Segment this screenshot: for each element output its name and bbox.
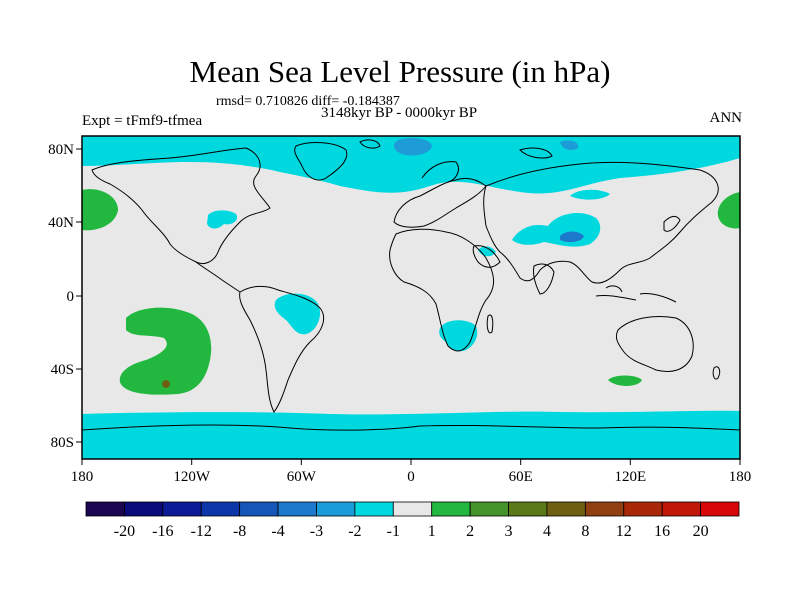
colorbar-swatch [200,501,241,517]
lon-tick-label: 180 [71,469,94,485]
colorbar-swatch [354,501,394,517]
axis-ticks [76,148,741,465]
colorbar-label: -20 [114,523,135,540]
colorbar-swatch [584,501,625,517]
mongolia-negative-patch [570,189,610,200]
colorbar-swatch [124,501,164,517]
colorbar-swatch [85,501,125,517]
colorbar-label: -16 [152,523,173,540]
lon-tick-label: 120W [173,469,211,485]
colorbar-label: -8 [233,523,246,540]
colorbar-swatch [623,501,663,517]
period-label: 3148kyr BP - 0000kyr BP [321,105,478,121]
colorbar-label: 16 [654,523,670,540]
colorbar-swatch [508,501,548,517]
colorbar-label: -4 [271,523,284,540]
colorbar-swatch [316,501,356,517]
colorbar-swatch [239,501,279,517]
central-asia-core [560,231,584,243]
season-label: ANN [709,110,743,126]
lat-tick-label: 80N [48,142,74,158]
south-pacific-positive-core [162,380,170,388]
south-america-negative-anomaly [274,293,321,335]
lon-tick-label: 180 [729,469,752,485]
north-pacific-positive-east [717,192,740,229]
colorbar-label: 4 [543,523,551,540]
south-indian-positive-anomaly [608,375,642,386]
colorbar-swatch [700,501,740,517]
colorbar-swatch [162,501,202,517]
arctic-mid-anomaly [393,138,432,156]
colorbar-label: 3 [505,523,513,540]
map-title: Mean Sea Level Pressure (in hPa) [189,54,611,89]
colorbar-swatch [469,501,509,517]
colorbar-label: 12 [616,523,632,540]
rmsd-diff-stats: rmsd= 0.710826 diff= -0.184387 [216,94,400,109]
lat-tick-label: 0 [67,289,75,305]
colorbar-label: -1 [387,523,400,540]
lon-tick-label: 60W [287,469,317,485]
colorbar: -20 -16 -12 -8 -4 -3 -2 -1 1 2 3 4 8 12 16 20 [85,501,740,540]
colorbar-label: -3 [310,523,323,540]
colorbar-label: 20 [693,523,709,540]
south-pacific-positive-anomaly [119,307,212,395]
coastlines [82,139,740,431]
north-atlantic-negative-patch [207,210,238,229]
lon-tick-label: 0 [407,469,415,485]
lon-tick-label: 120E [614,469,646,485]
north-pacific-positive-west [82,189,118,231]
latitude-axis: 80N 40N 0 40S 80S [48,142,74,451]
lat-tick-label: 40N [48,215,74,231]
longitude-axis: 180 120W 60W 0 60E 120E 180 [71,469,752,485]
lon-tick-label: 60E [509,469,533,485]
colorbar-swatch [661,501,701,517]
colorbar-label: 2 [466,523,474,540]
colorbar-swatch [431,501,471,517]
colorbar-label: -2 [348,523,361,540]
antarctic-negative-anomaly [82,410,740,459]
map-panel [82,136,740,459]
arctic-mid-anomaly-2 [560,140,579,150]
colorbar-swatch [277,501,317,517]
colorbar-label: 8 [581,523,589,540]
colorbar-label: -12 [191,523,212,540]
colorbar-swatch [546,501,586,517]
southern-africa-negative-anomaly [439,320,478,352]
arctic-negative-anomaly [82,136,740,194]
colorbar-label: 1 [428,523,436,540]
lat-tick-label: 80S [51,435,74,451]
experiment-label: Expt = tFmf9-tfmea [82,113,203,129]
colorbar-swatch [392,501,433,517]
lat-tick-label: 40S [51,362,74,378]
